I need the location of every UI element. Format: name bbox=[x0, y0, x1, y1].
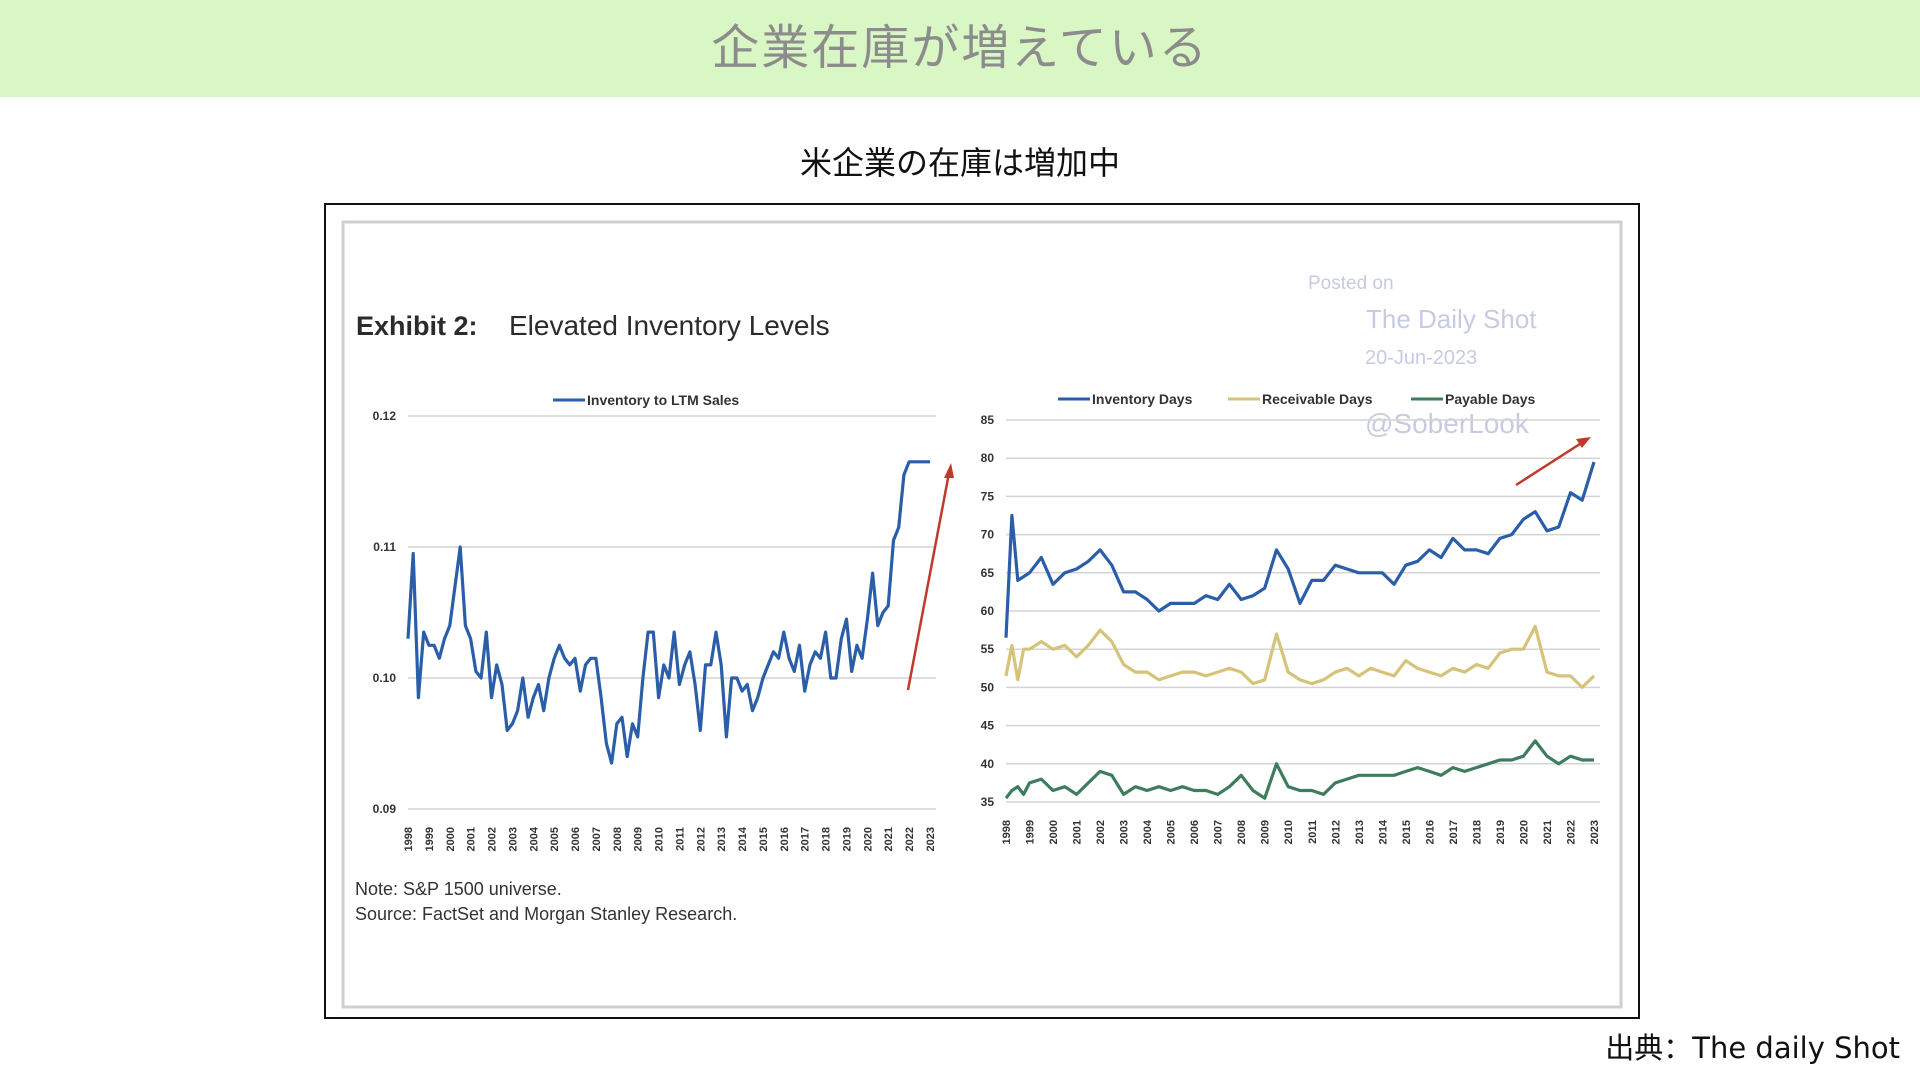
y-tick-label: 70 bbox=[981, 528, 995, 542]
x-tick-label: 2011 bbox=[1307, 820, 1319, 844]
x-tick-label: 2023 bbox=[925, 827, 937, 851]
y-tick-label: 40 bbox=[981, 757, 995, 771]
x-tick-label: 2009 bbox=[633, 827, 645, 851]
x-tick-label: 2007 bbox=[1213, 820, 1225, 844]
watermark-handle: @SoberLook bbox=[1365, 408, 1530, 439]
x-tick-label: 2017 bbox=[800, 827, 812, 851]
y-tick-label: 80 bbox=[981, 451, 995, 465]
x-tick-label: 2018 bbox=[821, 827, 833, 851]
legend-label: Inventory Days bbox=[1092, 391, 1193, 407]
x-tick-label: 2015 bbox=[758, 827, 770, 851]
series-line-receivable-days bbox=[1004, 624, 1596, 689]
x-tick-label: 2005 bbox=[1166, 820, 1178, 844]
x-tick-label: 1998 bbox=[403, 827, 415, 851]
x-tick-label: 2020 bbox=[862, 827, 874, 851]
x-tick-label: 2004 bbox=[1142, 819, 1154, 844]
legend-label: Inventory to LTM Sales bbox=[587, 392, 739, 408]
x-tick-label: 2008 bbox=[1236, 820, 1248, 844]
x-tick-label: 2022 bbox=[1565, 820, 1577, 844]
y-tick-label: 0.10 bbox=[373, 671, 397, 685]
chart-source: Source: FactSet and Morgan Stanley Resea… bbox=[355, 904, 737, 924]
x-tick-label: 2020 bbox=[1518, 820, 1530, 844]
legend-label: Receivable Days bbox=[1262, 391, 1373, 407]
x-tick-label: 2016 bbox=[1424, 820, 1436, 844]
x-tick-label: 2013 bbox=[1354, 820, 1366, 844]
left-chart: 0.12 0.11 0.10 0.09 1998 1999 2000 2001 2002 2003… bbox=[373, 392, 937, 851]
x-tick-label: 2010 bbox=[654, 827, 666, 851]
x-tick-label: 2021 bbox=[1542, 820, 1554, 844]
x-tick-label: 2011 bbox=[674, 827, 686, 851]
y-tick-label: 35 bbox=[981, 795, 995, 809]
chart-frame: Exhibit 2: Elevated Inventory Levels Pos… bbox=[324, 203, 1640, 1019]
x-tick-label: 2021 bbox=[883, 827, 895, 851]
watermark-date: 20-Jun-2023 bbox=[1365, 347, 1477, 369]
x-tick-label: 2004 bbox=[528, 826, 540, 851]
y-tick-label: 60 bbox=[981, 604, 995, 618]
x-tick-label: 2006 bbox=[1189, 820, 1201, 844]
x-tick-label: 1999 bbox=[1025, 820, 1037, 844]
chart-inner-border bbox=[341, 220, 1623, 1009]
x-tick-label: 2012 bbox=[695, 827, 707, 851]
y-tick-label: 55 bbox=[981, 642, 995, 656]
watermark-posted: Posted on bbox=[1308, 273, 1394, 294]
y-tick-label: 50 bbox=[981, 680, 995, 694]
y-tick-label: 75 bbox=[981, 489, 995, 503]
x-tick-label: 2007 bbox=[591, 827, 603, 851]
y-tick-label: 85 bbox=[981, 413, 995, 427]
page-title: 企業在庫が増えている bbox=[711, 20, 1209, 76]
x-tick-label: 2017 bbox=[1448, 820, 1460, 844]
x-tick-label: 2014 bbox=[1377, 819, 1389, 844]
series-line-inventory-to-ltm-sales bbox=[406, 460, 930, 765]
x-tick-label: 2000 bbox=[445, 827, 457, 851]
chart-subtitle: 米企業の在庫は増加中 bbox=[799, 144, 1120, 182]
x-tick-label: 2019 bbox=[1495, 820, 1507, 844]
exhibit-title: Elevated Inventory Levels bbox=[509, 310, 830, 341]
x-tick-label: 1999 bbox=[424, 827, 436, 851]
x-tick-label: 2006 bbox=[570, 827, 582, 851]
x-tick-label: 2023 bbox=[1589, 820, 1601, 844]
x-tick-label: 2003 bbox=[507, 827, 519, 851]
x-tick-label: 2001 bbox=[1072, 820, 1084, 844]
y-tick-label: 0.11 bbox=[373, 540, 396, 554]
x-tick-label: 2012 bbox=[1330, 820, 1342, 844]
trend-arrow-right bbox=[1515, 437, 1591, 487]
y-tick-label: 0.09 bbox=[373, 802, 397, 816]
watermark-site: The Daily Shot bbox=[1366, 304, 1537, 334]
x-tick-label: 2015 bbox=[1401, 820, 1413, 844]
x-tick-label: 2013 bbox=[716, 827, 728, 851]
x-tick-label: 2009 bbox=[1260, 820, 1272, 844]
x-tick-label: 2003 bbox=[1119, 820, 1131, 844]
x-tick-label: 2002 bbox=[1095, 820, 1107, 844]
x-tick-label: 2002 bbox=[487, 827, 499, 851]
x-tick-label: 2018 bbox=[1471, 820, 1483, 844]
y-tick-label: 45 bbox=[981, 719, 995, 733]
exhibit-label: Exhibit 2: bbox=[356, 311, 478, 341]
chart-image: Exhibit 2: Elevated Inventory Levels Pos… bbox=[341, 220, 1623, 1009]
legend-label: Payable Days bbox=[1445, 391, 1535, 407]
trend-arrow-left bbox=[906, 463, 954, 691]
header-banner bbox=[0, 0, 1920, 97]
x-tick-label: 2000 bbox=[1048, 820, 1060, 844]
x-tick-label: 2001 bbox=[466, 827, 478, 851]
x-tick-label: 2014 bbox=[737, 826, 749, 851]
x-tick-label: 2019 bbox=[841, 827, 853, 851]
right-chart: 85 80 75 70 65 60 55 50 45 40 35 1998 1999 2000 2001 20… bbox=[981, 391, 1601, 844]
x-tick-label: 2016 bbox=[779, 827, 791, 851]
x-tick-label: 2010 bbox=[1283, 820, 1295, 844]
series-line-payable-days bbox=[1004, 739, 1594, 800]
y-tick-label: 65 bbox=[981, 566, 995, 580]
source-credit: 出典：The daily Shot bbox=[1605, 1031, 1900, 1065]
x-tick-label: 2005 bbox=[549, 827, 561, 851]
chart-note: Note: S&P 1500 universe. bbox=[355, 879, 562, 899]
y-tick-label: 0.12 bbox=[373, 409, 397, 423]
series-line-inventory-days bbox=[1004, 461, 1596, 638]
x-tick-label: 1998 bbox=[1001, 820, 1013, 844]
x-tick-label: 2008 bbox=[612, 827, 624, 851]
x-tick-label: 2022 bbox=[904, 827, 916, 851]
